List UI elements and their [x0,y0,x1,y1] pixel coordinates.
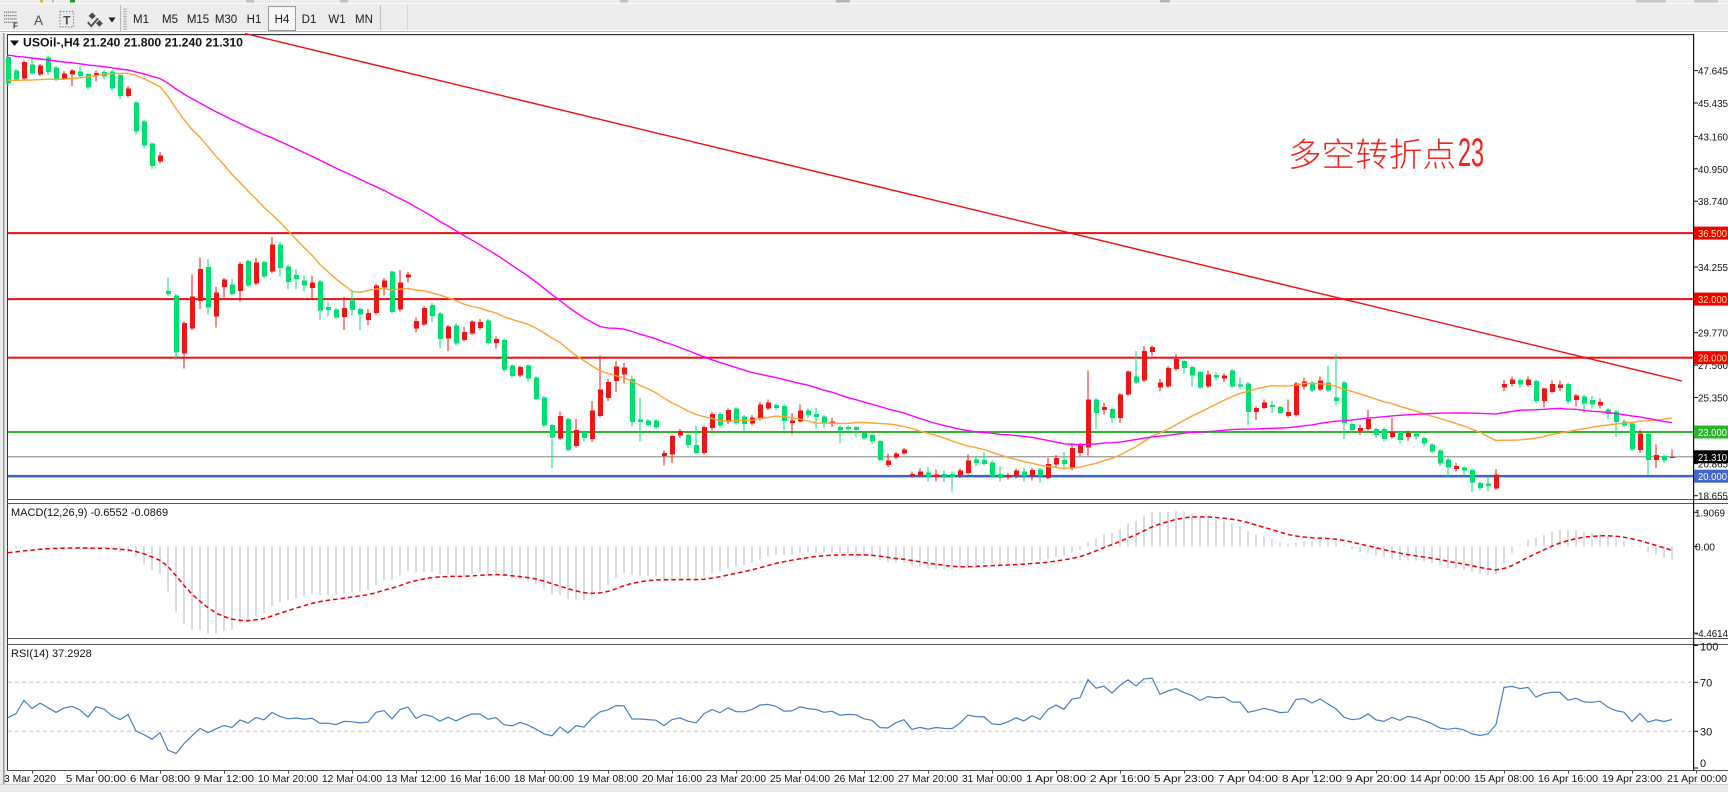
svg-text:36.500: 36.500 [1698,228,1727,240]
svg-text:MACD(12,26,9) -0.6552 -0.0869: MACD(12,26,9) -0.6552 -0.0869 [11,507,168,519]
svg-text:T: T [63,14,71,28]
svg-text:-4.4614: -4.4614 [1695,628,1728,640]
svg-text:18.655: 18.655 [1698,491,1728,503]
svg-text:USOil-,H4 21.240 21.800 21.24: USOil-,H4 21.240 21.800 21.240 21.310 [23,38,243,50]
svg-text:12 Mar 04:00: 12 Mar 04:00 [322,773,382,785]
svg-text:47.645: 47.645 [1698,66,1728,78]
svg-text:31 Mar 00:00: 31 Mar 00:00 [962,773,1022,785]
svg-text:27 Mar 20:00: 27 Mar 20:00 [898,773,958,785]
svg-text:1 Apr 08:00: 1 Apr 08:00 [1026,773,1086,785]
svg-text:7 Apr 04:00: 7 Apr 04:00 [1218,773,1278,785]
svg-text:5 Apr 23:00: 5 Apr 23:00 [1154,773,1214,785]
svg-text:100: 100 [1700,642,1718,654]
svg-text:M1: M1 [133,14,149,26]
svg-text:16 Mar 16:00: 16 Mar 16:00 [450,773,510,785]
svg-text:5 Mar 00:00: 5 Mar 00:00 [66,773,126,785]
svg-text:43.160: 43.160 [1698,131,1728,143]
svg-text:A: A [34,13,43,28]
svg-text:RSI(14) 37.2928: RSI(14) 37.2928 [11,648,92,660]
svg-text:14 Apr 00:00: 14 Apr 00:00 [1410,773,1470,785]
svg-text:F: F [13,22,18,31]
svg-text:13 Mar 12:00: 13 Mar 12:00 [386,773,446,785]
svg-text:25 Mar 04:00: 25 Mar 04:00 [770,773,830,785]
svg-text:M5: M5 [162,14,178,26]
svg-text:26 Mar 12:00: 26 Mar 12:00 [834,773,894,785]
svg-text:H1: H1 [247,14,262,26]
svg-text:32.000: 32.000 [1698,294,1727,306]
svg-text:38.740: 38.740 [1698,196,1728,208]
svg-text:30: 30 [1700,726,1712,738]
svg-text:0: 0 [1700,758,1706,770]
svg-text:23 Mar 20:00: 23 Mar 20:00 [706,773,766,785]
svg-text:20.000: 20.000 [1698,471,1727,483]
svg-text:45.435: 45.435 [1698,98,1728,110]
svg-text:1.9069: 1.9069 [1695,507,1725,519]
svg-text:H4: H4 [275,14,290,26]
svg-text:34.255: 34.255 [1698,262,1728,274]
svg-text:29.770: 29.770 [1698,328,1728,340]
svg-text:9 Mar 12:00: 9 Mar 12:00 [194,773,254,785]
svg-text:16 Apr 16:00: 16 Apr 16:00 [1538,773,1598,785]
svg-text:19 Apr 23:00: 19 Apr 23:00 [1602,773,1662,785]
svg-text:6 Mar 08:00: 6 Mar 08:00 [130,773,190,785]
svg-text:19 Mar 08:00: 19 Mar 08:00 [578,773,638,785]
svg-text:W1: W1 [328,14,345,26]
svg-text:10 Mar 20:00: 10 Mar 20:00 [258,773,318,785]
svg-text:28.000: 28.000 [1698,353,1727,365]
svg-text:9 Apr 20:00: 9 Apr 20:00 [1346,773,1406,785]
svg-text:25.350: 25.350 [1698,393,1728,405]
svg-text:0.00: 0.00 [1695,541,1715,553]
svg-text:23.000: 23.000 [1698,427,1727,439]
svg-text:MN: MN [355,14,373,26]
svg-text:21 Apr 00:00: 21 Apr 00:00 [1667,773,1727,785]
svg-text:18 Mar 00:00: 18 Mar 00:00 [514,773,574,785]
svg-text:M30: M30 [215,14,237,26]
svg-text:20 Mar 16:00: 20 Mar 16:00 [642,773,702,785]
svg-text:8 Apr 12:00: 8 Apr 12:00 [1282,773,1342,785]
svg-text:21.310: 21.310 [1698,452,1727,464]
svg-text:D1: D1 [302,14,317,26]
svg-text:15 Apr 08:00: 15 Apr 08:00 [1474,773,1534,785]
svg-text:70: 70 [1700,677,1712,689]
svg-text:3 Mar 2020: 3 Mar 2020 [4,773,56,785]
svg-text:23: 23 [1458,131,1484,175]
svg-text:40.950: 40.950 [1698,164,1728,176]
svg-text:M15: M15 [187,14,209,26]
svg-text:2 Apr 16:00: 2 Apr 16:00 [1090,773,1150,785]
